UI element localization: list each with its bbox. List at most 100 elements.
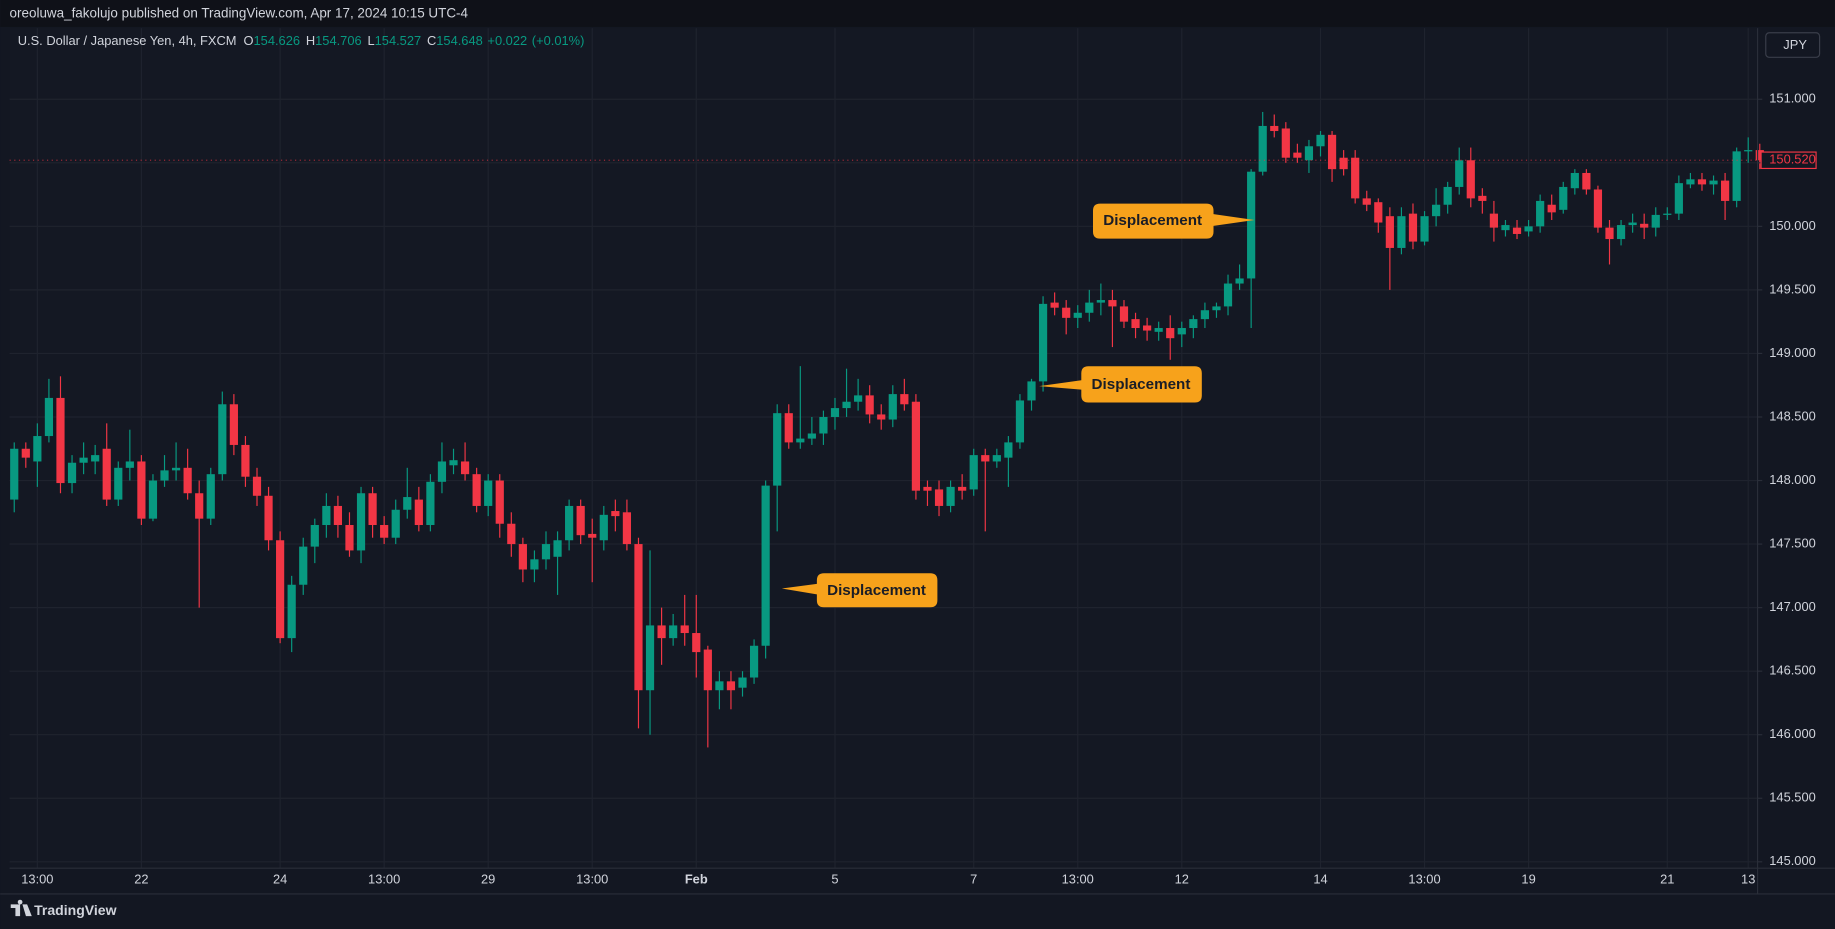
candle-body xyxy=(276,540,285,639)
candle-body xyxy=(657,625,666,639)
candles xyxy=(10,111,1764,748)
candle-body xyxy=(1281,128,1290,158)
candle-body xyxy=(830,408,840,417)
candle-body xyxy=(1628,222,1637,226)
legend-change-pct: (+0.01%) xyxy=(532,34,585,49)
candle-body xyxy=(622,512,632,545)
candle-body xyxy=(738,677,747,688)
candle-body xyxy=(1686,179,1695,185)
candle-body xyxy=(310,525,319,547)
candle-body xyxy=(1455,160,1464,187)
candle-body xyxy=(1119,306,1129,322)
candle-body xyxy=(460,461,470,475)
candle-body xyxy=(854,395,863,402)
candle-body xyxy=(345,525,354,551)
candle-body xyxy=(1177,328,1186,335)
candle-body xyxy=(252,476,262,496)
candle-body xyxy=(911,401,921,491)
candle-body xyxy=(1605,227,1614,240)
candle-body xyxy=(1304,146,1314,161)
candle-body xyxy=(1085,302,1094,313)
candle-body xyxy=(900,394,909,405)
candle-body xyxy=(588,533,597,538)
legend-change: +0.022 xyxy=(487,34,527,49)
candle-body xyxy=(877,414,886,420)
candle-body xyxy=(1223,283,1233,307)
candle-body xyxy=(761,485,770,646)
legend-value: 154.648 xyxy=(436,34,482,49)
candle-body xyxy=(1478,195,1487,201)
candle-body xyxy=(1489,213,1498,228)
candle-body xyxy=(611,511,620,517)
candle-body xyxy=(21,448,30,458)
candle-body xyxy=(264,495,273,541)
callout-shape xyxy=(1039,366,1202,403)
candle-body xyxy=(1432,204,1441,217)
candle-body xyxy=(148,480,158,519)
legend-value: 154.527 xyxy=(375,34,421,49)
candle-body xyxy=(1443,186,1452,205)
candle-body xyxy=(1397,216,1406,248)
x-tick-label: 14 xyxy=(1313,871,1327,886)
candle-body xyxy=(67,462,77,484)
candle-body xyxy=(56,397,65,484)
candle-body xyxy=(553,540,562,557)
candle-body xyxy=(1570,172,1579,189)
candle-body xyxy=(1374,202,1383,223)
candle-body xyxy=(1744,150,1753,152)
candle-body xyxy=(1512,227,1522,234)
candle-body xyxy=(1062,307,1071,318)
candle-body xyxy=(33,436,42,462)
candle-body xyxy=(507,523,516,545)
currency-label[interactable]: JPY xyxy=(1783,37,1807,52)
candle-body xyxy=(1108,300,1117,307)
candle-body xyxy=(1559,186,1568,210)
x-tick-label: 13:00 xyxy=(368,871,400,886)
candle-body xyxy=(1316,134,1325,147)
candle-body xyxy=(865,395,874,415)
candle-body xyxy=(356,493,366,551)
x-tick-label: 13:00 xyxy=(21,871,53,886)
candle-body xyxy=(1674,183,1683,214)
candle-body xyxy=(1651,214,1660,228)
currency-button[interactable] xyxy=(1765,32,1821,58)
callout-text: Displacement xyxy=(1103,212,1202,229)
legend-value: 154.706 xyxy=(315,34,361,49)
candle-body xyxy=(576,505,585,536)
candle-body xyxy=(1640,223,1649,228)
candle-body xyxy=(796,438,805,443)
candle-body xyxy=(1663,213,1672,215)
candle-body xyxy=(241,444,250,477)
candle-body xyxy=(530,559,539,570)
candle-body xyxy=(229,404,238,445)
candle-body xyxy=(1143,325,1152,331)
candle-body xyxy=(703,649,712,691)
candle-body xyxy=(981,455,990,462)
candle-body xyxy=(692,633,701,653)
candle-body xyxy=(1327,134,1337,170)
candle-body xyxy=(1038,303,1048,382)
candle-body xyxy=(1466,160,1475,199)
candle-body xyxy=(368,493,377,526)
candle-body xyxy=(1235,278,1244,284)
y-tick-label: 147.000 xyxy=(1769,599,1815,614)
candle-body xyxy=(125,461,134,468)
y-tick-label: 148.500 xyxy=(1769,408,1815,423)
candle-body xyxy=(1524,226,1533,232)
candle-body xyxy=(391,509,400,538)
callout-text: Displacement xyxy=(827,582,926,599)
x-tick-label: Feb xyxy=(685,871,708,886)
candle-body xyxy=(449,460,458,466)
candle-body xyxy=(1189,319,1198,329)
candle-body xyxy=(1616,225,1626,240)
candle-body xyxy=(1582,172,1591,190)
candle-body xyxy=(218,404,227,475)
candle-body xyxy=(669,625,678,639)
brand-logo xyxy=(10,899,32,917)
candle-body xyxy=(1697,179,1707,185)
y-tick-label: 146.500 xyxy=(1769,663,1815,678)
candle-body xyxy=(1166,328,1175,339)
candle-body xyxy=(1501,225,1510,231)
candle-body xyxy=(1351,157,1360,199)
candle-body xyxy=(784,413,793,443)
